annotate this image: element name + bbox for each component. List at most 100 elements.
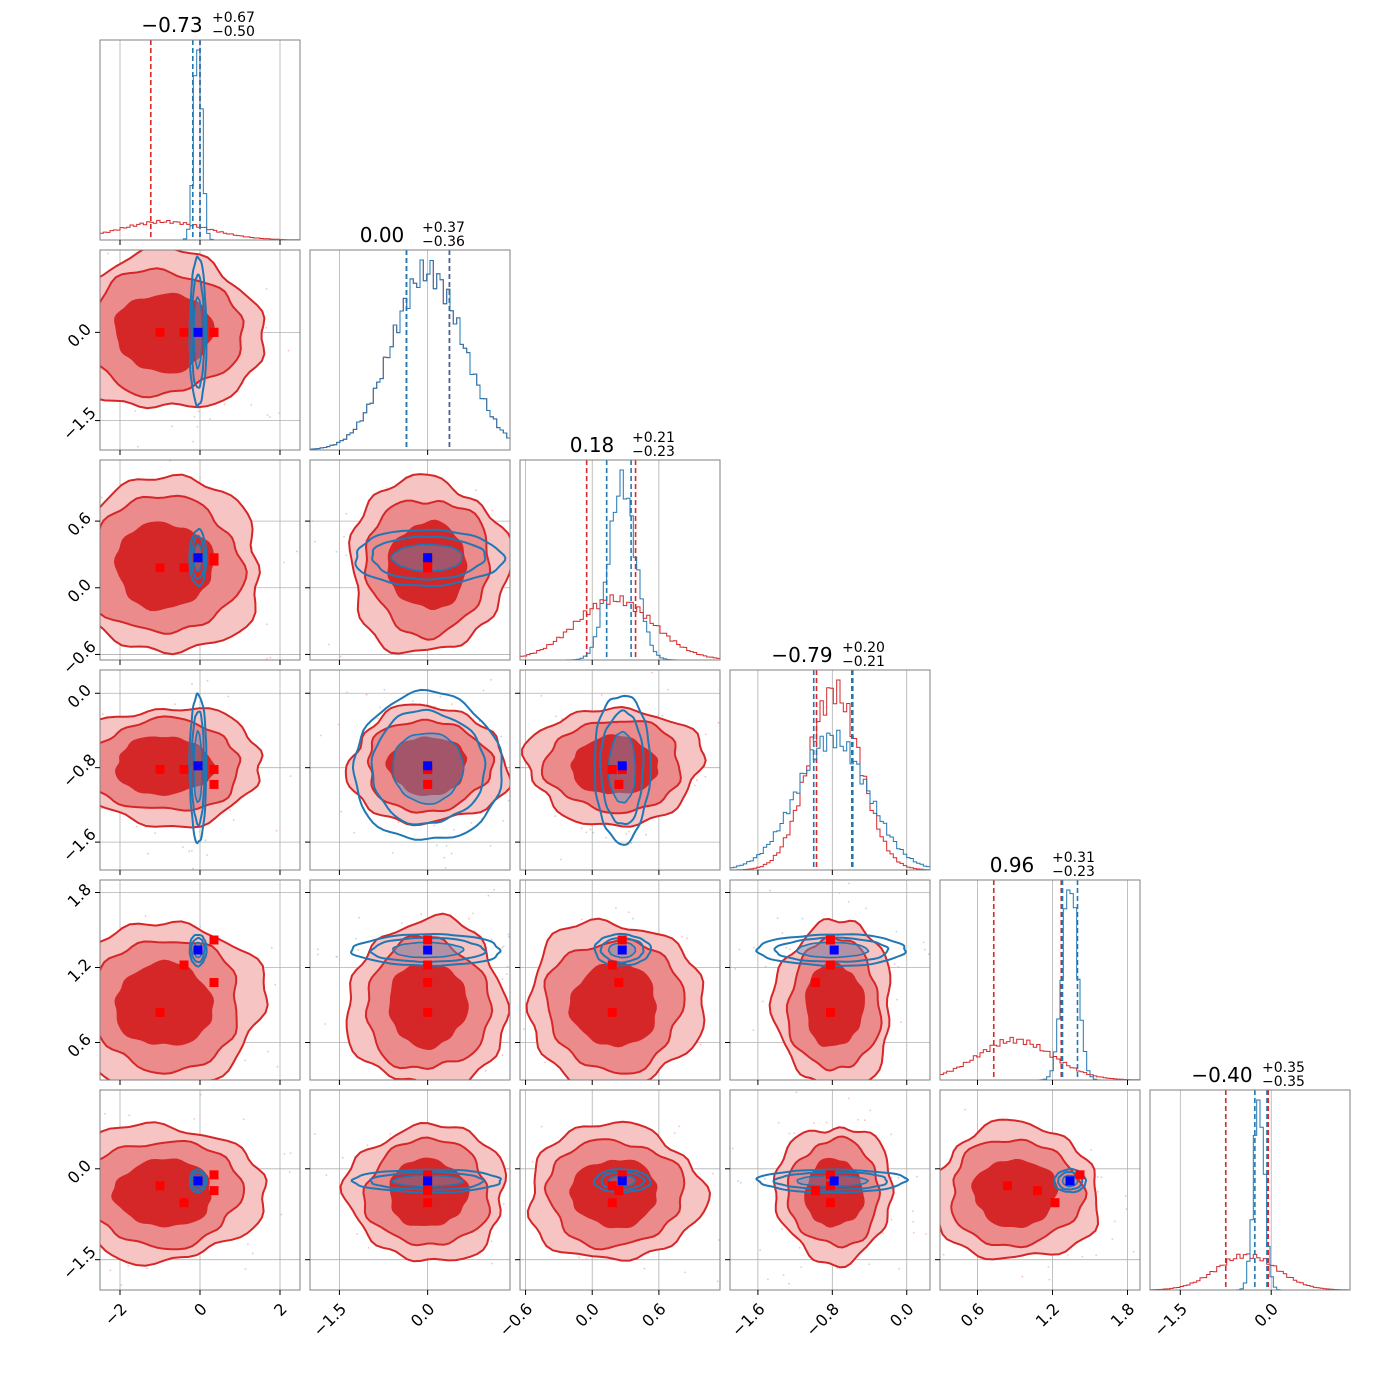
sample-point-red	[571, 1119, 573, 1121]
sample-point-red	[848, 882, 850, 885]
sample-point-blue	[506, 965, 509, 968]
sample-point-blue	[506, 973, 508, 976]
sample-point-red	[366, 1144, 369, 1146]
sample-point-blue	[1100, 1176, 1103, 1179]
sample-point-red	[752, 1029, 755, 1031]
sample-point-red	[324, 1023, 326, 1025]
sample-point-blue	[637, 664, 639, 666]
sample-point-blue	[937, 1164, 939, 1166]
sample-point-red	[369, 354, 371, 356]
panel-5-3: −1.6 −0.8 0.0	[725, 1089, 939, 1340]
truth-marker-blue	[423, 945, 433, 955]
panel-title-minus: −0.21	[842, 654, 885, 670]
sample-point-red	[759, 1249, 761, 1252]
panel-title-plus: +0.21	[632, 430, 675, 446]
sample-point-blue	[443, 856, 446, 859]
sample-point-red	[907, 1189, 909, 1191]
sample-point-red	[296, 550, 298, 553]
contour-blue-outer	[351, 688, 503, 841]
sample-point-red	[795, 1091, 798, 1094]
truth-marker-red	[811, 1186, 821, 1196]
sample-point-red	[540, 694, 543, 697]
truth-marker-red	[617, 935, 627, 945]
sample-point-red	[491, 1262, 493, 1265]
contour-blue-outer	[188, 933, 208, 968]
sample-point-red	[559, 858, 562, 861]
sample-point-red	[345, 512, 348, 515]
sample-point-red	[301, 756, 303, 758]
sample-point-red	[146, 1086, 148, 1088]
sample-point-red	[340, 810, 343, 813]
sample-point-red	[15, 762, 17, 764]
sample-point-red	[381, 1109, 383, 1111]
sample-point-red	[625, 832, 628, 835]
panel-3-1	[301, 669, 511, 875]
sample-point-red	[875, 1104, 877, 1106]
panel-2-1	[305, 354, 529, 665]
truth-marker-red	[607, 1198, 617, 1208]
histogram-red	[1150, 1253, 1350, 1290]
sample-point-red	[781, 1228, 783, 1231]
sample-point-red	[147, 852, 149, 855]
panel-5-0: −2 0 2 −1.5 0.0	[59, 1055, 349, 1329]
sample-point-red	[120, 1284, 123, 1286]
panel-5-2: −0.6 0.0 0.6	[495, 1089, 728, 1340]
sample-point-red	[135, 1299, 137, 1301]
sample-point-red	[517, 1112, 519, 1114]
sample-point-red	[521, 628, 523, 630]
sample-point-blue	[734, 968, 737, 970]
sample-point-red	[278, 412, 281, 414]
sample-point-red	[89, 547, 91, 549]
sample-point-red	[705, 733, 707, 736]
sample-point-red	[501, 978, 504, 981]
sample-point-red	[55, 632, 57, 634]
panel-frame	[309, 669, 511, 871]
histogram-red	[100, 219, 300, 240]
sample-point-red	[524, 1199, 527, 1201]
panel-frame	[729, 1089, 931, 1291]
contour-blue-outer	[350, 1168, 503, 1194]
sample-point-blue	[507, 933, 510, 936]
contour-blue-outer	[592, 1168, 652, 1194]
sample-point-blue	[508, 936, 510, 938]
histogram-blue	[940, 889, 1140, 1080]
sample-point-red	[893, 963, 896, 965]
sample-point-red	[726, 1157, 728, 1159]
sample-point-red	[1090, 1149, 1093, 1151]
sample-point-red	[157, 1117, 159, 1119]
sample-point-red	[643, 1267, 646, 1270]
sample-point-red	[777, 1121, 780, 1124]
sample-point-red	[540, 1125, 543, 1128]
truth-marker-blue	[617, 945, 627, 955]
panel-4-0: 0.6 1.2 1.8	[64, 879, 301, 1119]
sample-point-red	[96, 1264, 98, 1266]
truth-marker-blue	[423, 761, 433, 771]
sample-point-red	[135, 825, 138, 828]
sample-point-red	[527, 618, 529, 620]
sample-point-red	[67, 1055, 69, 1057]
sample-point-red	[472, 912, 474, 915]
sample-point-red	[600, 694, 603, 696]
panel-1-0: −1.5 0.0	[59, 183, 301, 455]
sample-point-red	[386, 487, 388, 489]
panel-2-2: 0.18 +0.21−0.23	[519, 430, 721, 665]
sample-point-red	[367, 1246, 370, 1249]
contour-blue-middle	[371, 535, 487, 581]
sample-point-red	[912, 1220, 915, 1223]
contour-red-inner	[568, 961, 657, 1048]
panel-title-plus: +0.37	[422, 220, 465, 236]
sample-point-red	[759, 784, 761, 786]
sample-point-red	[684, 1271, 686, 1274]
sample-point-red	[793, 1132, 796, 1134]
panel-5-1: −1.5 0.0	[305, 1089, 511, 1340]
tick-label-x: 0.0	[886, 1299, 917, 1330]
sample-point-red	[898, 1267, 901, 1270]
sample-point-red	[141, 183, 143, 185]
sample-point-blue	[194, 887, 196, 889]
panel-content	[310, 250, 510, 450]
sample-point-red	[347, 1140, 349, 1142]
sample-point-red	[704, 775, 707, 778]
truth-marker-red	[825, 935, 835, 945]
sample-point-red	[561, 1097, 563, 1099]
sample-point-red	[718, 1239, 720, 1241]
